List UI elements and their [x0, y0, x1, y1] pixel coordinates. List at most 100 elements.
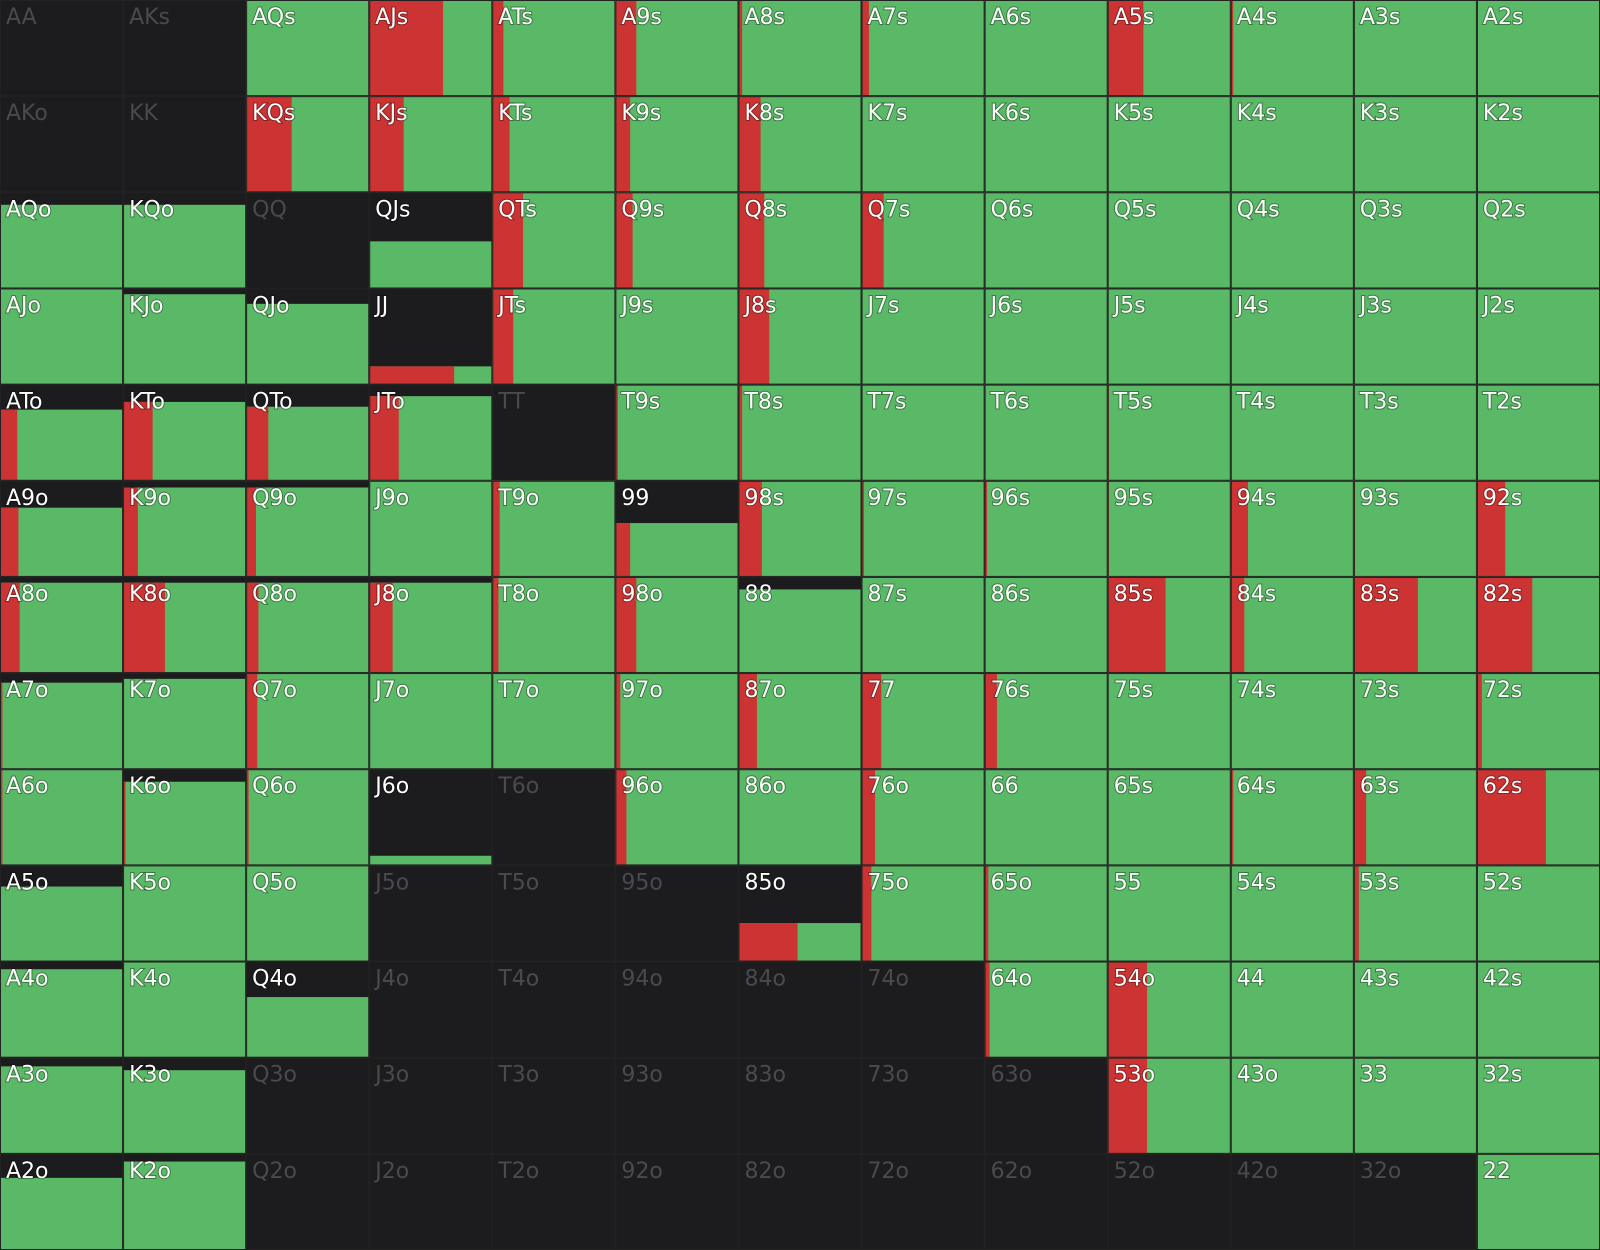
- play-fill: [738, 0, 862, 97]
- cell-border: [615, 288, 739, 385]
- hand-label: 97o: [621, 678, 662, 703]
- raise-fill: [861, 480, 864, 577]
- cell-border: [246, 673, 370, 770]
- hand-label: 54s: [1237, 870, 1276, 895]
- play-fill: [615, 384, 739, 481]
- hand-label: 87s: [868, 582, 907, 607]
- cell-border: [492, 96, 616, 193]
- cell-border: [0, 1057, 124, 1154]
- play-fill: [984, 576, 1108, 674]
- hand-label: 97s: [868, 486, 907, 511]
- play-fill: [1353, 480, 1477, 577]
- hand-label: T5o: [497, 870, 539, 895]
- play-fill: [0, 288, 124, 385]
- cell: [492, 865, 616, 962]
- cell-border: [1230, 0, 1354, 97]
- hand-label: A3s: [1360, 5, 1401, 30]
- cell-border: [984, 480, 1108, 577]
- raise-fill: [1230, 769, 1234, 866]
- raise-fill: [1476, 769, 1546, 866]
- hand-label: 52o: [1114, 1159, 1155, 1184]
- cell-border: [492, 865, 616, 962]
- cell-border: [615, 865, 739, 962]
- cell-border: [369, 192, 493, 289]
- play-fill: [246, 303, 370, 385]
- cell-border: [0, 480, 124, 577]
- cell-border: [123, 961, 247, 1058]
- hand-label: 96s: [991, 486, 1030, 511]
- hand-label: A9o: [6, 486, 49, 511]
- cell-border: [492, 288, 616, 385]
- play-fill: [1353, 288, 1477, 385]
- cell-border: [984, 576, 1108, 674]
- hand-label: 65o: [991, 870, 1032, 895]
- raise-fill: [984, 673, 997, 770]
- cell-border: [738, 576, 862, 674]
- hand-label: 42o: [1237, 1159, 1278, 1184]
- play-fill: [738, 384, 862, 481]
- play-fill: [0, 507, 124, 577]
- hand-label: KQs: [252, 101, 295, 126]
- hand-label: J3o: [373, 1063, 409, 1088]
- play-fill: [1476, 673, 1600, 770]
- hand-label: TT: [497, 390, 525, 415]
- hand-label: 95s: [1114, 486, 1153, 511]
- hand-label: 96o: [621, 774, 662, 799]
- cell-border: [0, 288, 124, 385]
- hand-label: Q4o: [252, 967, 297, 992]
- play-fill: [1230, 480, 1354, 577]
- hand-label: J2o: [373, 1159, 409, 1184]
- play-fill: [246, 769, 370, 866]
- cell-border: [1230, 961, 1354, 1058]
- raise-fill: [1476, 673, 1482, 770]
- hand-label: A2s: [1483, 5, 1524, 30]
- hand-label: T4o: [497, 967, 539, 992]
- cell-border: [738, 1057, 862, 1154]
- play-fill: [123, 1161, 247, 1250]
- hand-label: K9s: [621, 101, 661, 126]
- cell: [123, 0, 247, 97]
- cell-border: [1353, 961, 1477, 1058]
- hand-label: 32s: [1483, 1063, 1522, 1088]
- play-fill: [246, 865, 370, 962]
- hand-label: J4o: [373, 967, 409, 992]
- hand-label: T4s: [1236, 390, 1276, 415]
- raise-fill: [615, 576, 637, 674]
- cell-border: [984, 96, 1108, 193]
- cell-border: [1353, 192, 1477, 289]
- play-fill: [0, 682, 124, 770]
- hand-label: T8o: [497, 582, 539, 607]
- hand-label: K2s: [1483, 101, 1523, 126]
- hand-label: KJo: [129, 293, 163, 318]
- hand-label: T9o: [497, 486, 539, 511]
- play-fill: [984, 769, 1108, 866]
- hand-label: KTo: [129, 390, 165, 415]
- cell: [738, 1057, 862, 1154]
- cell-border: [738, 192, 862, 289]
- hand-label: KK: [129, 101, 158, 126]
- cell-border: [738, 865, 862, 962]
- cell-border: [1353, 576, 1477, 674]
- play-fill: [0, 769, 124, 866]
- cell: [492, 1057, 616, 1154]
- hand-label: AKs: [129, 5, 170, 30]
- play-fill: [984, 961, 1108, 1058]
- play-fill: [123, 487, 247, 577]
- cell-border: [123, 192, 247, 289]
- play-fill: [1353, 384, 1477, 481]
- cell-border: [0, 865, 124, 962]
- play-fill: [123, 678, 247, 770]
- cell-border: [369, 1057, 493, 1154]
- hand-label: Q5o: [252, 870, 297, 895]
- hand-label: A5o: [6, 870, 49, 895]
- cell-border: [1230, 480, 1354, 577]
- raise-fill: [0, 507, 19, 577]
- play-fill: [615, 769, 739, 866]
- cell-border: [1107, 192, 1231, 289]
- cell: [492, 1153, 616, 1250]
- raise-fill: [246, 673, 258, 770]
- hand-label: AKo: [6, 101, 48, 126]
- play-fill: [123, 1070, 247, 1154]
- cell-border: [492, 0, 616, 97]
